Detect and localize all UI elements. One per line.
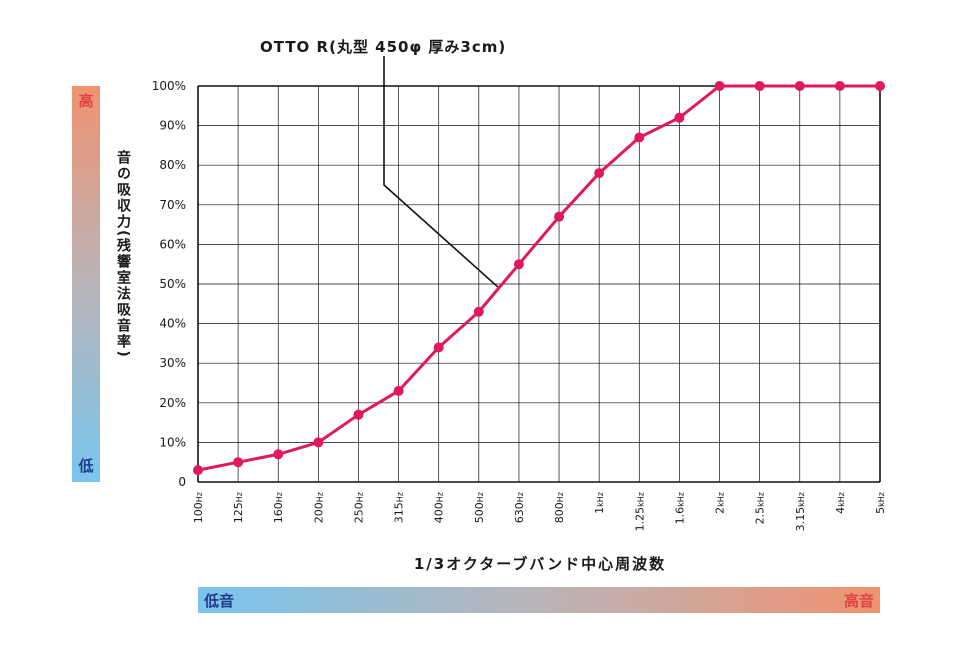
x-tick-label: 800Hz [553,492,566,523]
y-tick-label: 10% [159,435,186,449]
x-tick-label: 2kHz [714,492,727,514]
series-annotation: OTTO R(丸型 450φ 厚み3cm) [260,38,507,56]
data-point [233,457,244,468]
x-tick-label: 250Hz [352,492,365,523]
x-tick-label: 1kHz [593,492,606,514]
data-point [714,81,725,91]
data-point [473,306,484,317]
frequency-scale-bar: 低音 高音 [198,587,880,613]
data-point [273,449,284,460]
leader-line [383,56,500,289]
data-point [674,112,685,123]
x-tick-label: 160Hz [272,492,285,523]
data-point [554,211,565,222]
x-axis-ticks: 100Hz 125Hz 160Hz 200Hz 250Hz 315Hz 400Hz 500Hz… [192,492,887,531]
absorption-scale-bar: 高 低 [72,86,100,482]
x-tick-label: 500Hz [473,492,486,523]
scale-low-label: 低 [78,457,94,475]
data-point [794,81,805,91]
y-tick-label: 50% [159,277,186,291]
x-tick-label: 1.6kHz [673,492,686,524]
series [193,81,885,476]
y-tick-label: 20% [159,396,186,410]
x-tick-label: 1.25kHz [633,492,646,531]
x-tick-label: 630Hz [513,492,526,523]
scale-bass-label: 低音 [204,592,235,610]
x-tick-label: 5kHz [874,492,887,514]
y-tick-label: 100% [152,79,186,93]
y-tick-label: 40% [159,317,186,331]
data-point [313,437,324,448]
y-tick-label: 30% [159,356,186,370]
x-tick-label: 2.5kHz [754,492,767,524]
data-point [634,132,645,143]
data-point [193,465,203,476]
y-tick-label: 60% [159,237,186,251]
scale-high-label: 高 [78,92,94,110]
data-point [353,409,364,420]
y-axis-ticks: 0 10% 20% 30% 40% 50% 60% 70% 80% 90% 100% [152,79,186,489]
data-point [754,81,765,91]
x-axis-label: 1/3オクターブバンド中心周波数 [413,555,667,573]
data-point [433,342,444,353]
x-tick-label: 200Hz [312,492,325,523]
scale-treble-label: 高音 [843,592,874,610]
x-tick-label: 400Hz [433,492,446,523]
y-tick-label: 80% [159,158,186,172]
x-tick-label: 100Hz [192,492,205,523]
series-line [197,84,880,472]
data-point [594,168,605,179]
x-tick-label: 125Hz [232,492,245,523]
y-tick-label: 70% [159,198,186,212]
data-point [393,385,404,396]
data-point [875,81,885,91]
data-point [513,259,524,270]
annotation-leader-line [383,56,500,289]
y-tick-label: 0 [178,475,186,489]
x-tick-label: 315Hz [393,492,406,523]
y-axis-label: 音の吸収力(残響室法吸音率) [115,150,131,359]
grid [197,85,881,483]
data-point [834,81,845,91]
x-tick-label: 3.15kHz [794,492,807,531]
x-tick-label: 4kHz [834,492,847,514]
y-tick-label: 90% [159,119,186,133]
